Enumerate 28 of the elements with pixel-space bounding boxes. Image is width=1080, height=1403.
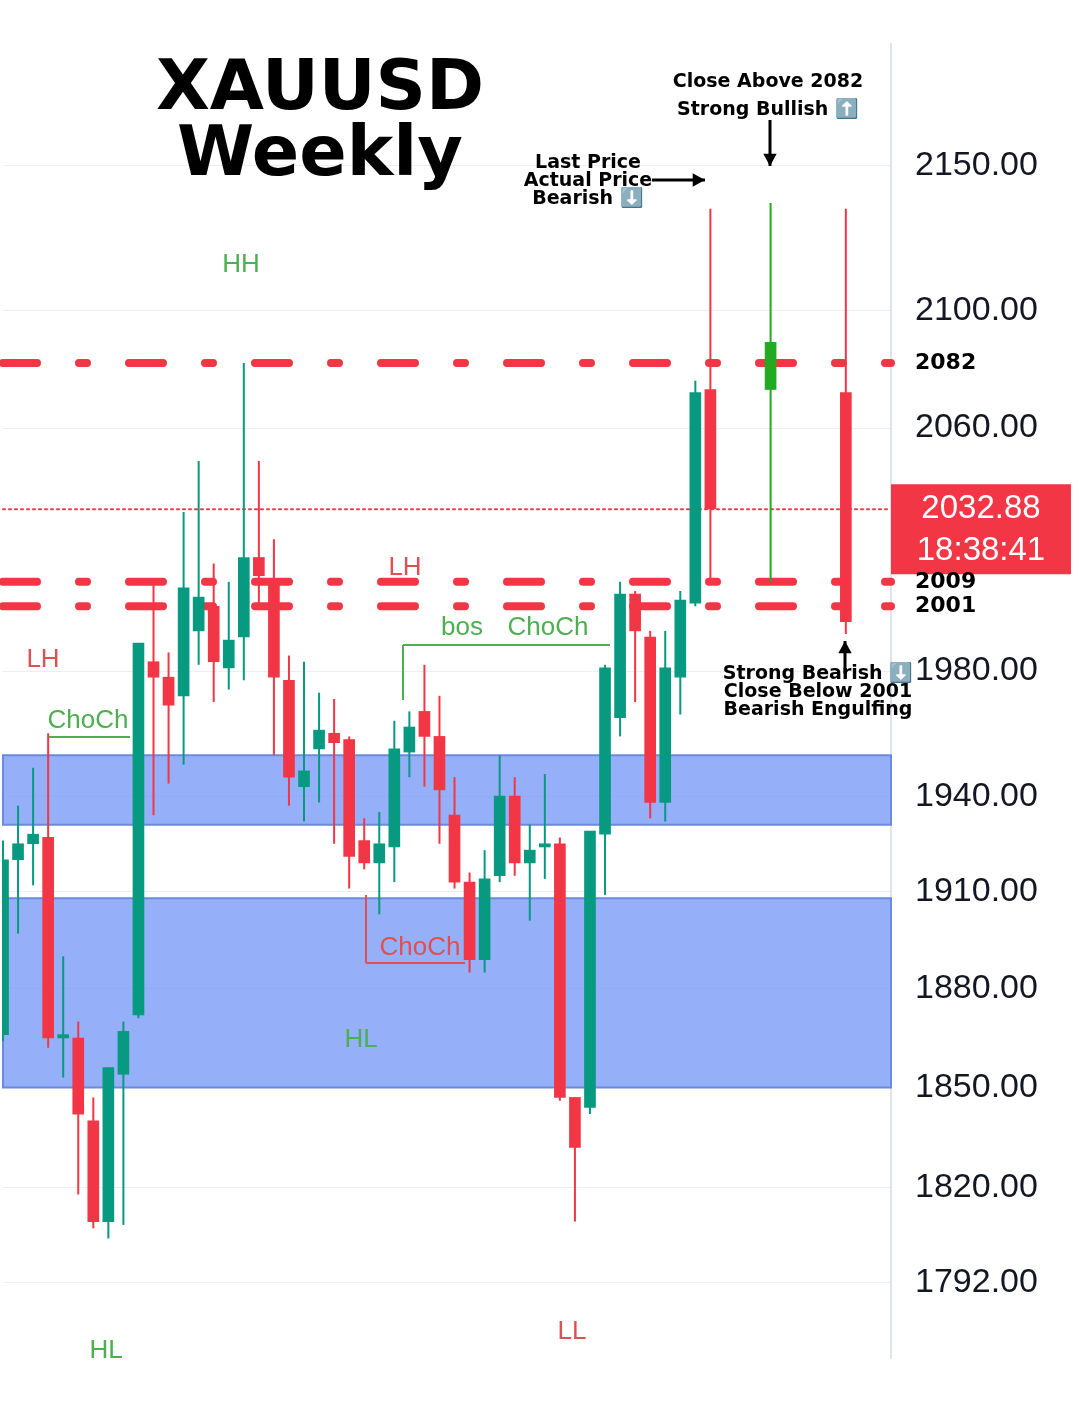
ref-line-label: 2001	[915, 592, 977, 618]
annotation: HL	[89, 1334, 123, 1365]
annotation: ChoCh	[507, 611, 589, 642]
ref-line-label: 2009	[915, 567, 977, 593]
y-tick-label: 2060.00	[915, 406, 1038, 445]
ref-line-label: 2032.88 18:38:41	[916, 488, 1046, 568]
annotation: LH	[26, 643, 60, 674]
annotation: HH	[222, 248, 260, 279]
annotation: Strong Bearish ⬇ Close Below 2001 Bearish Engulfing	[722, 660, 914, 719]
annotation: Close Above 2082 Strong Bullish ⬆	[672, 68, 864, 120]
annotation: bos	[441, 611, 483, 642]
y-tick-label: 2150.00	[915, 144, 1038, 183]
annotation: Last Price Actual Price Bearish ⬇	[523, 149, 653, 209]
annotation: ChoCh	[47, 704, 129, 735]
text: XAUUSD Weekly	[154, 44, 486, 192]
ref-line-label: 2082	[915, 348, 977, 374]
y-tick-label: 1910.00	[915, 870, 1038, 909]
y-tick-label: 2100.00	[915, 288, 1038, 327]
annotation: HL	[344, 1023, 378, 1054]
y-tick-label: 1820.00	[915, 1166, 1038, 1205]
y-tick-label: 1880.00	[915, 967, 1038, 1006]
y-tick-label: 1850.00	[915, 1065, 1038, 1104]
y-tick-label: 1792.00	[915, 1261, 1038, 1300]
annotation: LH	[388, 551, 422, 582]
annotation: LL	[557, 1315, 587, 1346]
y-tick-label: 1940.00	[915, 774, 1038, 813]
y-tick-label: 1980.00	[915, 649, 1038, 688]
annotation: ChoCh	[379, 931, 461, 962]
